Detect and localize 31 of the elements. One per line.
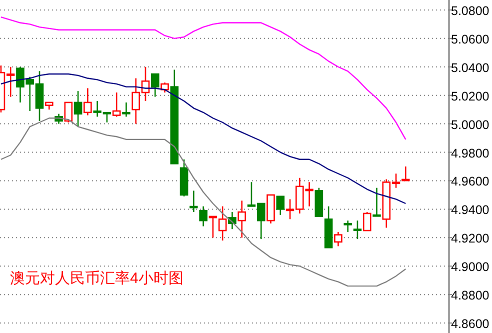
- y-tick-label: 5.0400: [451, 60, 490, 75]
- candlestick: [238, 200, 246, 238]
- candlestick: [372, 187, 381, 217]
- candlestick: [150, 73, 160, 98]
- y-tick-label: 4.9800: [451, 146, 490, 160]
- candlestick: [353, 220, 362, 240]
- y-tick-label: 4.9600: [451, 174, 490, 189]
- y-tick-label: 5.0200: [451, 89, 490, 104]
- y-tick-label: 4.9200: [451, 232, 490, 246]
- candlestick: [276, 196, 285, 216]
- candlestick: [112, 92, 121, 118]
- y-tick-label: 4.9400: [451, 203, 490, 218]
- candlestick: [64, 102, 73, 124]
- line-series: [0, 16, 406, 140]
- y-tick-label: 4.8800: [451, 288, 490, 303]
- y-tick-label: 5.0000: [451, 118, 490, 132]
- candlestick: [190, 190, 198, 213]
- candlestick: [74, 90, 82, 128]
- candlestick: [160, 82, 169, 94]
- candlestick: [218, 206, 227, 242]
- candlestick: [122, 102, 130, 118]
- y-tick-label: 4.9000: [451, 260, 490, 274]
- text: 澳元对人民币汇率4小时图: [10, 270, 184, 287]
- y-tick-label: 5.0800: [451, 4, 490, 18]
- candlestick: [84, 88, 92, 116]
- y-tick-label: 5.0600: [451, 32, 490, 46]
- y-tick-label: 4.8600: [451, 317, 490, 332]
- candlestick: [362, 211, 372, 232]
- candlestick: [334, 231, 342, 247]
- candlestick: [344, 220, 352, 233]
- candlestick: [199, 206, 208, 227]
